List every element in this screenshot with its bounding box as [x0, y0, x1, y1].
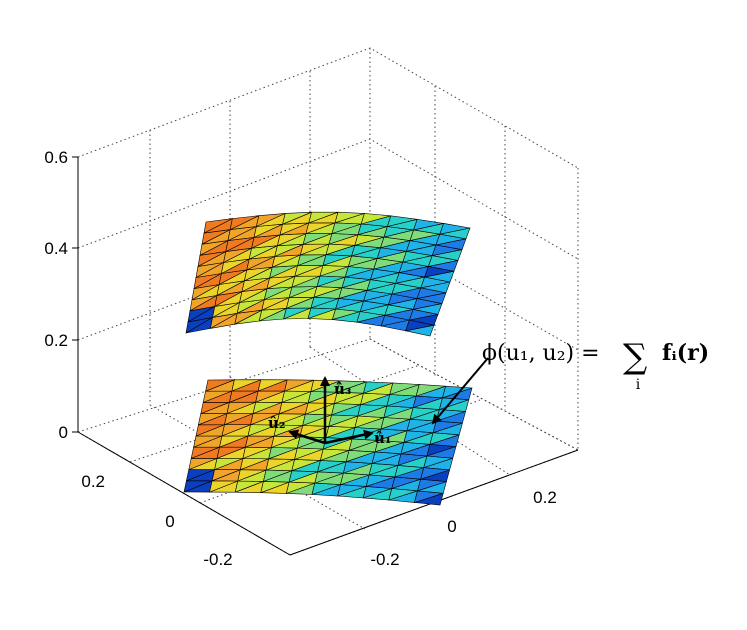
- surface-facet: [439, 223, 471, 235]
- surface-facet: [284, 379, 314, 392]
- z-tick-label: 0.2: [44, 331, 68, 350]
- surface-facet: [231, 379, 261, 392]
- formula-sum: ∑: [623, 337, 647, 377]
- surface-facet: [363, 381, 393, 394]
- surface-facet: [205, 379, 235, 392]
- surface-facet: [389, 382, 420, 395]
- y-tick-label: -0.2: [370, 550, 399, 569]
- surface-facet: [334, 211, 365, 224]
- y-tick-label: 0.2: [533, 488, 557, 507]
- z-tick-label: 0.4: [44, 239, 68, 258]
- surface-facet: [203, 218, 233, 234]
- surface-facet: [360, 213, 391, 225]
- surface-facet: [257, 379, 288, 392]
- formula-rhs: fᵢ(r): [662, 340, 709, 366]
- formula-annotation: ϕ(u₁, u₂) = ∑ i fᵢ(r): [431, 337, 709, 425]
- formula-lhs: ϕ(u₁, u₂) =: [482, 341, 600, 366]
- surface-facet: [229, 215, 259, 231]
- surface-facet: [282, 211, 312, 225]
- x-tick-label: 0: [165, 512, 174, 531]
- surface-facet: [308, 211, 339, 224]
- lower-surface: [183, 379, 473, 506]
- u3-vector-label: û₃: [334, 380, 351, 398]
- surface-facet: [413, 218, 444, 231]
- surface-facet: [415, 384, 446, 397]
- surface-facet: [386, 215, 418, 227]
- z-tick-label: 0.6: [44, 148, 68, 167]
- x-tick-label: 0.2: [81, 472, 105, 491]
- local-frame: û₃ û₂ û₁: [268, 376, 391, 447]
- formula-sum-index: i: [636, 377, 641, 393]
- surface-facet: [336, 380, 367, 393]
- y-tick-label: 0: [447, 517, 456, 536]
- upper-surface: [185, 211, 471, 337]
- z-tick-label: 0: [59, 423, 68, 442]
- surface-facet: [255, 213, 286, 228]
- u1-vector-label: û₁: [374, 429, 391, 447]
- x-tick-label: -0.2: [203, 550, 232, 569]
- u2-vector-label: û₂: [268, 414, 285, 432]
